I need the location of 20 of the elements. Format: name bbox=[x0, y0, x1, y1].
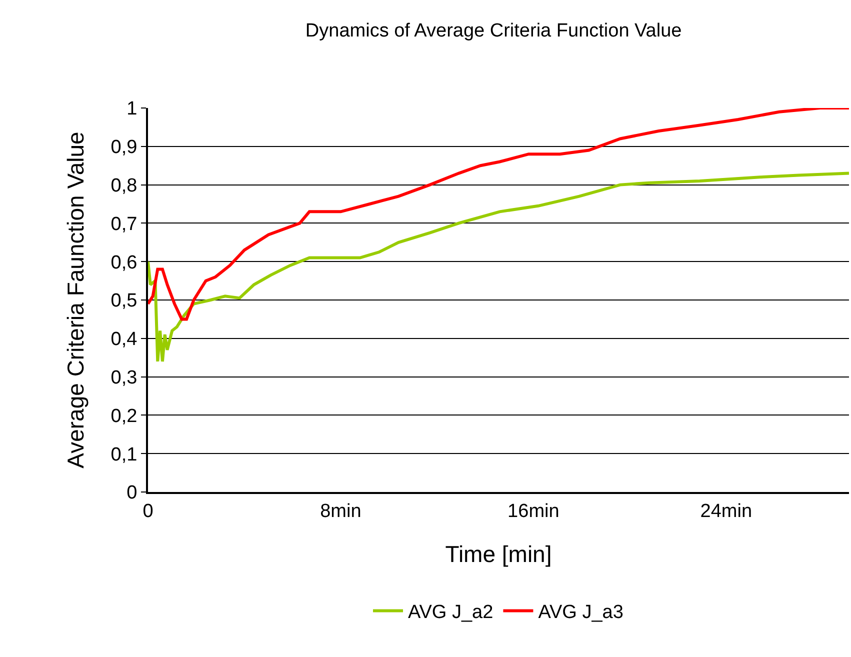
legend-label: AVG J_a2 bbox=[408, 602, 494, 624]
y-tick-label: 0,3 bbox=[110, 367, 138, 388]
x-axis-title: Time [min] bbox=[445, 540, 552, 567]
y-tick-label: 0 bbox=[126, 482, 138, 504]
y-tick-label: 1 bbox=[126, 98, 138, 120]
chart-title: Dynamics of Average Criteria Function Value bbox=[305, 20, 682, 42]
legend-label: AVG J_a3 bbox=[538, 602, 624, 624]
y-tick-label: 0,6 bbox=[110, 252, 138, 274]
y-tick-label: 0,5 bbox=[110, 290, 138, 312]
y-tick-label: 0,9 bbox=[110, 137, 138, 158]
y-tick-label: 0,2 bbox=[110, 406, 138, 427]
x-tick-label: 24min bbox=[700, 500, 752, 522]
x-tick-label: 16min bbox=[508, 500, 560, 522]
y-tick-label: 0,8 bbox=[110, 175, 138, 196]
x-tick-label: 8min bbox=[320, 500, 362, 522]
y-tick-label: 0,4 bbox=[110, 329, 138, 350]
y-tick-label: 0,7 bbox=[110, 214, 138, 235]
y-axis-title: Average Criteria Faunction Value bbox=[62, 132, 89, 468]
y-tick-label: 0,1 bbox=[110, 444, 138, 466]
x-tick-label: 0 bbox=[142, 500, 154, 522]
